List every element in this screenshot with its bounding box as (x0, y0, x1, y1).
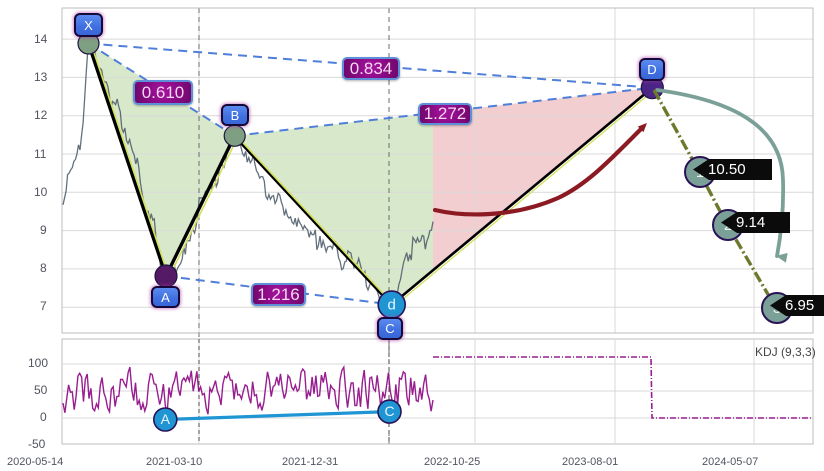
svg-text:d: d (388, 297, 396, 314)
svg-text:A: A (161, 411, 171, 427)
svg-text:C: C (384, 403, 394, 419)
